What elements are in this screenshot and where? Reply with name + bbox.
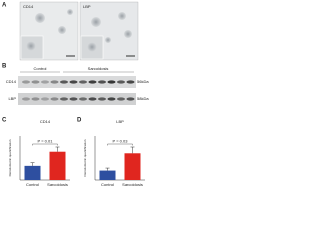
band (50, 97, 59, 101)
row-label: CD14 (6, 79, 17, 84)
x-tick-label: Control (26, 182, 39, 187)
group-label: Sarcoidosis (88, 66, 109, 71)
row-label: LBP (8, 96, 16, 101)
chart-title: LBP (116, 119, 124, 124)
group-label: Control (34, 66, 47, 71)
image-label: CD14 (23, 4, 34, 9)
bar (124, 153, 141, 180)
bar (24, 165, 41, 180)
band (88, 80, 97, 84)
panel-letter: C (2, 118, 7, 124)
bar (49, 151, 66, 180)
size-label: 58kDa (137, 96, 149, 101)
x-tick-label: Sarcoidosis (122, 182, 143, 187)
panel-letter: A (2, 3, 7, 9)
band (117, 97, 125, 101)
band (107, 80, 116, 84)
band (79, 80, 87, 84)
x-tick-label: Sarcoidosis (47, 182, 68, 187)
significance-bracket (32, 143, 58, 146)
annotation: P = 0.03 (113, 139, 129, 144)
band (69, 80, 78, 84)
band (41, 80, 49, 84)
band (126, 80, 135, 84)
band (117, 80, 125, 84)
band (41, 97, 49, 101)
y-axis-label: Densitometric quantification (83, 139, 87, 176)
bands (22, 80, 135, 101)
micrograph (19, 1, 79, 61)
figure: A CD14 LBP B Control Sarcoidosis CD14 LB… (2, 1, 149, 187)
bar (99, 170, 116, 180)
band (98, 97, 106, 101)
size-label: 56kDa (137, 79, 149, 84)
micrograph (79, 1, 139, 61)
chart-title: CD14 (40, 119, 51, 124)
band (98, 80, 106, 84)
annotation: P = 0.01 (38, 139, 54, 144)
band (79, 97, 87, 101)
y-axis-label: Densitometric quantification (8, 139, 12, 176)
band (60, 80, 68, 84)
band (22, 97, 30, 101)
band (60, 97, 68, 101)
panel-letter: D (77, 118, 82, 124)
band (22, 80, 30, 84)
panel-letter: B (2, 64, 7, 70)
band (31, 97, 40, 101)
band (126, 97, 135, 101)
significance-bracket (107, 143, 133, 146)
band (31, 80, 40, 84)
band (88, 97, 97, 101)
x-tick-label: Control (101, 182, 114, 187)
band (50, 80, 59, 84)
image-label: LBP (83, 4, 91, 9)
band (69, 97, 78, 101)
band (107, 97, 116, 101)
